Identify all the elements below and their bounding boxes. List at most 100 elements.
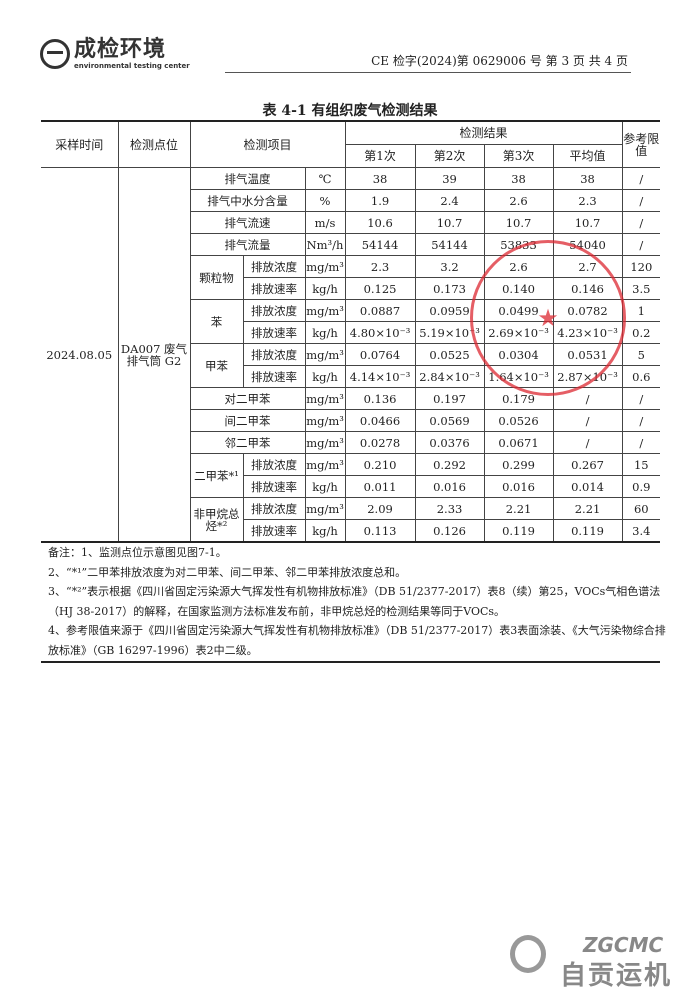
limit-value: 0.9 [621, 475, 661, 498]
header-item: 检测项目 [189, 120, 346, 168]
note-2: 2、“*¹”二甲苯排放浓度为对二甲苯、间二甲苯、邻二甲苯排放浓度总和。 [48, 565, 407, 579]
run-value: 0.136 [344, 387, 416, 410]
table-row: 间二甲苯 mg/m³ 0.0466 0.0569 0.0526// [41, 409, 661, 432]
run-value: 0.299 [483, 453, 554, 476]
run-value: 0.119 [483, 519, 554, 543]
run-value: 0.0526 [483, 409, 554, 432]
table-row: 邻二甲苯 mg/m³ 0.0278 0.0376 0.0671// [41, 431, 661, 454]
sample-point: DA007 废气排气筒 G2 [117, 167, 191, 543]
limit-value: / [621, 211, 661, 234]
item-group: 二甲苯*¹ [190, 453, 244, 498]
unit: mg/m³ [304, 497, 346, 520]
unit: mg/m³ [304, 299, 346, 322]
header-run2: 第2次 [414, 144, 485, 168]
run-value: 0.126 [414, 519, 485, 543]
table-row: 排气流速 m/s 10.6 10.7 10.7 10.7/ [41, 211, 661, 234]
logo-e-icon [40, 39, 70, 69]
unit: ℃ [304, 167, 346, 190]
limit-value: 0.2 [621, 321, 661, 344]
run-value: 0.125 [344, 277, 416, 300]
run-value: 0.0466 [344, 409, 416, 432]
run-value: 0.210 [344, 453, 416, 476]
average-value: 2.3 [552, 189, 623, 212]
limit-value: / [621, 233, 661, 256]
item-name: 对二甲苯 [190, 387, 306, 410]
official-stamp: ★ [470, 240, 626, 396]
unit: kg/h [304, 519, 346, 543]
run-value: 10.6 [344, 211, 416, 234]
unit: % [304, 189, 346, 212]
run-value: 2.3 [344, 255, 416, 278]
item-name: 排放浓度 [242, 299, 306, 322]
header-point: 检测点位 [117, 120, 191, 168]
item-group: 非甲烷总烃*² [190, 497, 244, 543]
run-value: 0.292 [414, 453, 485, 476]
header-avg: 平均值 [552, 144, 623, 168]
item-group: 甲苯 [190, 343, 244, 388]
average-value: 0.014 [552, 475, 623, 498]
header-time: 采样时间 [41, 120, 119, 168]
run-value: 4.80×10⁻³ [344, 321, 416, 344]
run-value: 2.84×10⁻³ [414, 365, 485, 388]
run-value: 2.09 [344, 497, 416, 520]
run-value: 2.4 [414, 189, 485, 212]
limit-value: 5 [621, 343, 661, 366]
item-name: 间二甲苯 [190, 409, 306, 432]
header-divider [225, 72, 631, 73]
run-value: 0.0671 [483, 431, 554, 454]
item-name: 排放速率 [243, 365, 306, 388]
average-value: 38 [552, 167, 623, 190]
limit-value: 120 [621, 255, 661, 278]
run-value: 0.0525 [414, 343, 485, 366]
run-value: 0.197 [414, 387, 485, 410]
document-number: CE 检字(2024)第 0629006 号 第 3 页 共 4 页 [371, 54, 628, 68]
item-name: 排放速率 [243, 277, 306, 300]
run-value: 2.6 [483, 189, 554, 212]
run-value: 10.7 [483, 211, 554, 234]
note-3: 3、“*²”表示根据《四川省固定污染源大气挥发性有机物排放标准》（DB 51/2… [48, 585, 661, 618]
limit-value: / [621, 409, 661, 432]
table-row: 二甲苯*¹ 排放浓度 mg/m³ 0.210 0.292 0.299 0.267 15 [41, 453, 661, 498]
unit: mg/m³ [304, 409, 346, 432]
table-row: 排放速率 kg/h 0.011 0.016 0.016 0.014 0.9 [41, 475, 661, 498]
average-value: / [552, 409, 623, 432]
notes: 备注：1、监测点位示意图见图7-1。 2、“*¹”二甲苯排放浓度为对二甲苯、间二… [48, 543, 668, 660]
table-title: 表 4-1 有组织废气检测结果 [262, 103, 438, 119]
notes-divider [41, 661, 660, 663]
run-value: 2.21 [483, 497, 554, 520]
run-value: 38 [483, 167, 554, 190]
item-name: 排气流量 [190, 233, 306, 256]
item-name: 邻二甲苯 [190, 431, 306, 454]
logo-en: environmental testing center [74, 62, 190, 70]
table-row: 非甲烷总烃*² 排放浓度 mg/m³ 2.09 2.33 2.21 2.21 60 [41, 497, 661, 543]
watermark-cn: 自贡运机 [560, 961, 673, 991]
note-1: 备注：1、监测点位示意图见图7-1。 [48, 546, 227, 559]
average-value: 0.267 [552, 453, 623, 476]
item-group: 苯 [190, 299, 244, 344]
run-value: 10.7 [414, 211, 485, 234]
watermark-en: ZGCMC [583, 933, 664, 957]
limit-value: 0.6 [621, 365, 661, 388]
run-value: 0.113 [344, 519, 416, 543]
unit: mg/m³ [304, 453, 346, 476]
unit: kg/h [304, 321, 346, 344]
run-value: 0.016 [483, 475, 554, 498]
run-value: 54144 [344, 233, 416, 256]
unit: kg/h [304, 475, 346, 498]
limit-value: 3.5 [621, 277, 661, 300]
header-results: 检测结果 [344, 120, 623, 145]
unit: Nm³/h [304, 233, 346, 256]
item-name: 排放浓度 [242, 255, 306, 278]
note-4: 4、参考限值来源于《四川省固定污染源大气挥发性有机物排放标准》（DB 51/23… [48, 624, 666, 657]
unit: mg/m³ [304, 343, 346, 366]
logo-cn: 成检环境 [74, 37, 167, 62]
limit-value: 15 [621, 453, 661, 476]
item-name: 排放速率 [243, 475, 306, 498]
item-name: 排放速率 [243, 321, 306, 344]
company-logo: 成检环境 environmental testing center [40, 38, 190, 70]
item-group: 颗粒物 [190, 255, 244, 300]
table-row: 排气中水分含量% 1.9 2.4 2.6 2.3/ [41, 189, 661, 212]
average-value: 10.7 [552, 211, 623, 234]
table-row: 2024.08.05 DA007 废气排气筒 G2 排气温度 ℃ 38 39 38 38/ [41, 167, 661, 543]
run-value: 0.016 [414, 475, 485, 498]
